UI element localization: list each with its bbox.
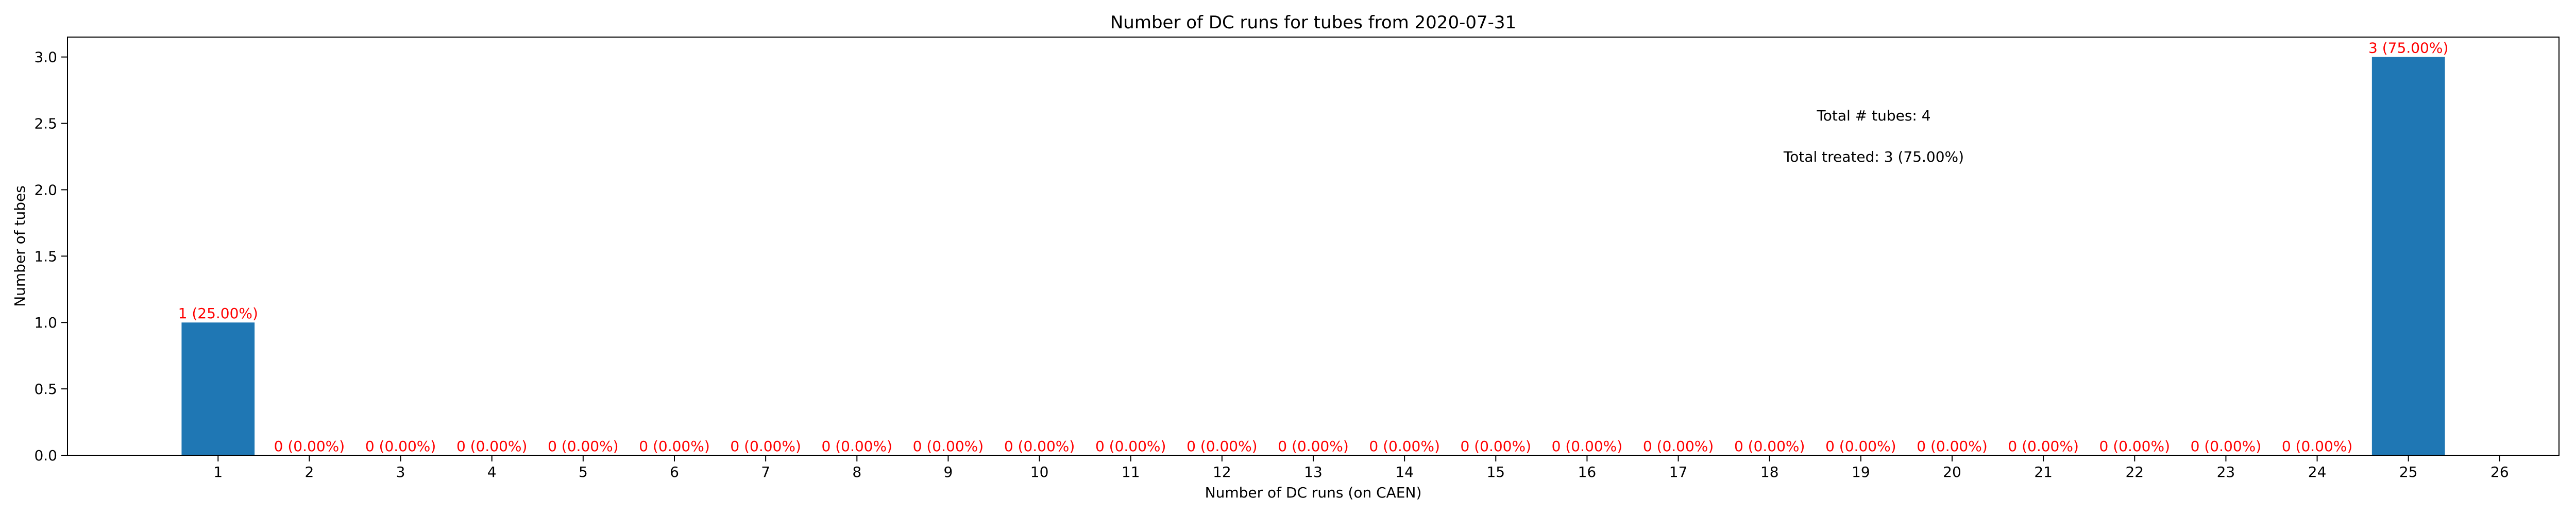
y-tick-label: 1.0 [34,314,57,331]
data-label: 0 (0.00%) [2099,438,2171,455]
annotation-total-treated: Total treated: 3 (75.00%) [1783,148,1964,165]
y-tick-label: 0.0 [34,447,57,464]
data-label: 0 (0.00%) [730,438,801,455]
data-label: 0 (0.00%) [1461,438,1532,455]
x-tick-label: 19 [1852,464,1870,480]
data-label: 0 (0.00%) [1825,438,1896,455]
y-axis: 0.0 0.5 1.0 1.5 2.0 2.5 3.0 [34,49,67,464]
y-tick-label: 2.0 [34,181,57,198]
x-tick-label: 20 [1943,464,1961,480]
x-tick-label: 5 [579,464,588,480]
annotation-total-tubes: Total # tubes: 4 [1816,107,1930,124]
x-axis-label: Number of DC runs (on CAEN) [1205,484,1422,501]
x-tick-label: 11 [1122,464,1140,480]
data-label: 0 (0.00%) [1643,438,1714,455]
x-tick-label: 10 [1030,464,1049,480]
y-tick-label: 3.0 [34,49,57,66]
data-label: 3 (75.00%) [2368,40,2448,57]
x-axis: 1 2 3 4 5 6 7 8 9 10 11 12 13 14 15 16 17 18 19 20 21 22 23 24 2… [213,455,2509,480]
y-tick-label: 2.5 [34,115,57,132]
x-tick-label: 8 [852,464,861,480]
data-labels: 1 (25.00%) 0 (0.00%) 0 (0.00%) 0 (0.00%) 0 (… [178,40,2449,455]
data-label: 0 (0.00%) [1095,438,1166,455]
data-label: 0 (0.00%) [274,438,345,455]
data-label: 0 (0.00%) [1187,438,1258,455]
x-tick-label: 23 [2217,464,2235,480]
x-tick-label: 18 [1760,464,1779,480]
data-label: 0 (0.00%) [1917,438,1988,455]
data-label: 0 (0.00%) [639,438,710,455]
data-label: 0 (0.00%) [1004,438,1075,455]
plot-frame [67,37,2560,456]
x-tick-label: 25 [2399,464,2418,480]
x-tick-label: 26 [2490,464,2509,480]
data-label: 0 (0.00%) [913,438,984,455]
chart-title: Number of DC runs for tubes from 2020-07… [1110,12,1516,33]
data-label: 0 (0.00%) [365,438,436,455]
x-tick-label: 24 [2308,464,2327,480]
x-tick-label: 6 [670,464,679,480]
x-tick-label: 12 [1213,464,1231,480]
data-label: 0 (0.00%) [2191,438,2262,455]
data-label: 0 (0.00%) [548,438,619,455]
data-label: 0 (0.00%) [456,438,528,455]
x-tick-label: 3 [396,464,405,480]
y-tick-label: 0.5 [34,381,57,398]
x-tick-label: 14 [1395,464,1414,480]
x-tick-label: 9 [944,464,953,480]
x-tick-label: 15 [1486,464,1505,480]
x-tick-label: 22 [2125,464,2144,480]
bar [2371,57,2445,455]
data-label: 0 (0.00%) [1552,438,1623,455]
data-label: 1 (25.00%) [178,305,258,322]
data-label: 0 (0.00%) [2008,438,2079,455]
x-tick-label: 16 [1578,464,1597,480]
bars [181,57,2445,455]
bar [181,322,255,455]
x-tick-label: 1 [213,464,223,480]
y-axis-label: Number of tubes [11,185,28,307]
x-tick-label: 17 [1669,464,1688,480]
x-tick-label: 4 [487,464,497,480]
x-tick-label: 2 [305,464,314,480]
y-tick-label: 1.5 [34,248,57,265]
data-label: 0 (0.00%) [1734,438,1805,455]
x-tick-label: 7 [761,464,770,480]
data-label: 0 (0.00%) [1369,438,1440,455]
x-tick-label: 21 [2034,464,2053,480]
data-label: 0 (0.00%) [2282,438,2353,455]
x-tick-label: 13 [1304,464,1323,480]
data-label: 0 (0.00%) [822,438,893,455]
data-label: 0 (0.00%) [1278,438,1349,455]
